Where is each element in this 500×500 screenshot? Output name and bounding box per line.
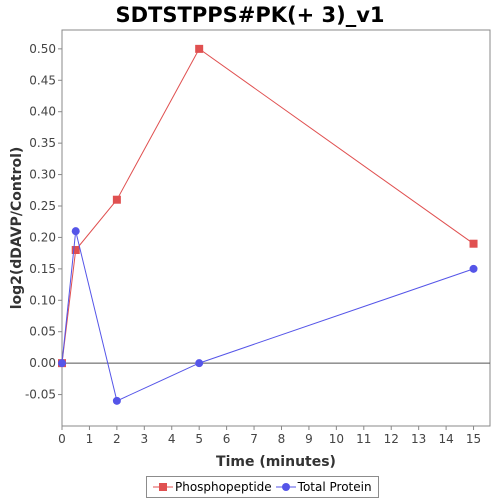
chart-title: SDTSTPPS#PK(+ 3)_v1: [115, 3, 385, 27]
y-tick-label: 0.45: [29, 73, 56, 87]
y-tick-label: 0.25: [29, 199, 56, 213]
y-tick-label: 0.00: [29, 356, 56, 370]
x-tick-label: 3: [140, 432, 148, 446]
x-tick-label: 11: [356, 432, 371, 446]
y-tick-label: 0.20: [29, 230, 56, 244]
data-point: [71, 246, 80, 254]
tick-labels: -0.05 0.00 0.05 0.10 0.15 0.20 0.25 0.30 0.35 0.4…: [25, 42, 481, 446]
y-axis-title: log2(dDAVP/Control): [9, 147, 25, 310]
x-tick-label: 0: [58, 432, 66, 446]
y-tick-label: 0.35: [29, 136, 56, 150]
x-tick-label: 14: [438, 432, 453, 446]
x-tick-label: 13: [411, 432, 426, 446]
legend-label: Phosphopeptide: [175, 480, 272, 494]
series-line-0: [61, 48, 474, 364]
legend-swatch-square-icon: [153, 483, 173, 491]
axes: [58, 29, 491, 430]
x-tick-label: 7: [250, 432, 258, 446]
data-point: [469, 239, 478, 248]
data-point: [195, 44, 204, 53]
data-point: [112, 195, 121, 204]
x-tick-label: 1: [86, 432, 94, 446]
data-point: [469, 264, 478, 273]
legend-item-total-protein: Total Protein: [275, 480, 372, 494]
x-tick-label: 9: [305, 432, 313, 446]
legend-label: Total Protein: [297, 480, 372, 494]
y-tick-label: 0.50: [29, 42, 56, 56]
x-tick-label: 8: [278, 432, 286, 446]
plot-border: [61, 29, 491, 427]
y-tick-label: 0.15: [29, 262, 56, 276]
y-tick-label: 0.30: [29, 168, 56, 182]
x-tick-label: 2: [113, 432, 121, 446]
series-layer: [58, 44, 478, 405]
data-point: [71, 227, 80, 236]
data-point: [112, 396, 121, 405]
x-tick-label: 12: [384, 432, 399, 446]
y-tick-label: 0.40: [29, 105, 56, 119]
data-point: [58, 359, 66, 368]
legend-swatch-circle-icon: [275, 483, 296, 491]
y-tick-label: 0.05: [29, 325, 56, 339]
series-line-1: [61, 230, 474, 402]
x-tick-label: 10: [329, 432, 344, 446]
x-tick-label: 5: [195, 432, 203, 446]
y-tick-label: 0.10: [29, 293, 56, 307]
x-axis-title: Time (minutes): [216, 454, 336, 470]
legend-item-phosphopeptide: Phosphopeptide: [153, 480, 272, 494]
x-tick-label: 15: [466, 432, 481, 446]
y-tick-label: -0.05: [25, 388, 56, 402]
x-tick-label: 4: [168, 432, 176, 446]
x-tick-label: 6: [223, 432, 231, 446]
data-point: [195, 359, 204, 368]
legend: Phosphopeptide Total Protein: [146, 476, 379, 498]
